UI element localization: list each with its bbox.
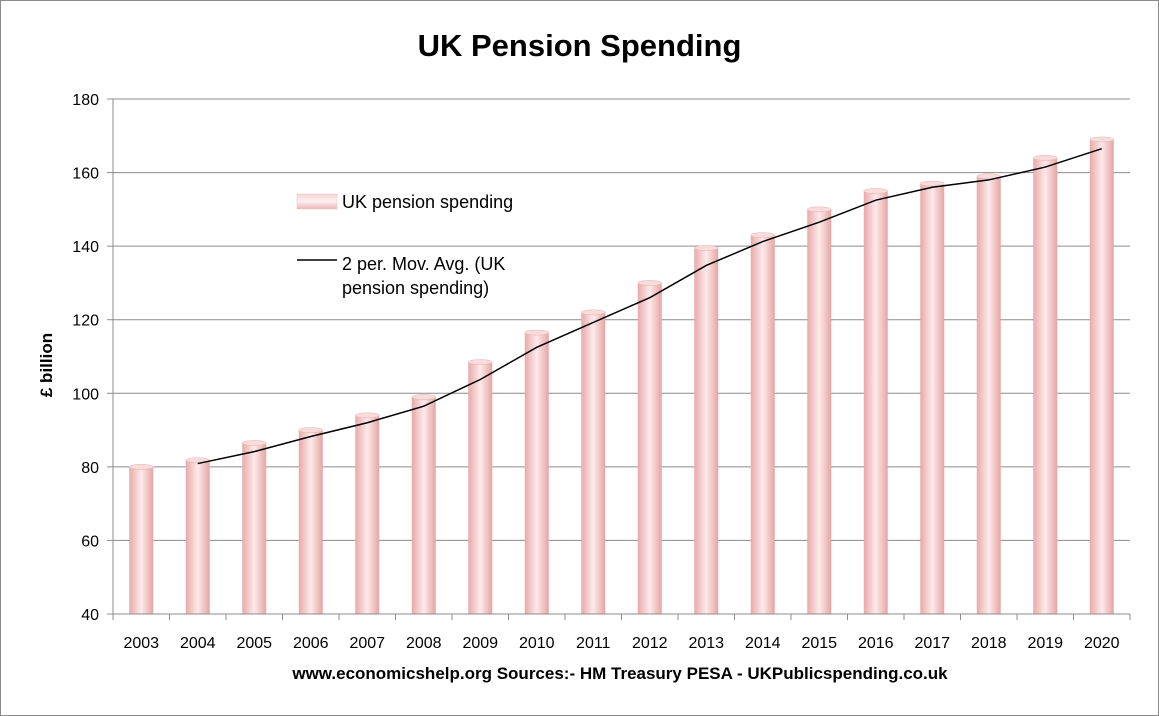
bar xyxy=(694,247,719,614)
y-tick-label: 160 xyxy=(72,166,99,183)
bar xyxy=(129,466,154,614)
legend-label-line: 2 per. Mov. Avg. (UK pension spending) xyxy=(342,254,505,298)
bar xyxy=(807,209,832,614)
bar-cap xyxy=(129,464,154,470)
x-tick-label: 2015 xyxy=(801,635,837,652)
y-tick-label: 80 xyxy=(81,460,99,477)
bar-cap xyxy=(863,188,888,194)
axes: 40 60 80 100 120 140 160 180 2003 2004 2005 2006 200… xyxy=(72,92,1131,652)
bar-cap xyxy=(920,180,945,187)
legend-label-bar: UK pension spending xyxy=(342,192,513,212)
bar-cap xyxy=(242,440,267,446)
bar xyxy=(468,362,493,614)
bar xyxy=(524,332,549,614)
x-tick-label: 2010 xyxy=(519,635,555,652)
bar xyxy=(750,235,775,614)
bar-cap xyxy=(807,206,832,213)
bar xyxy=(411,396,436,614)
x-tick-label: 2016 xyxy=(858,635,894,652)
bar xyxy=(863,190,888,614)
legend: UK pension spending 2 per. Mov. Avg. (UK… xyxy=(296,192,513,298)
x-tick-label: 2019 xyxy=(1027,635,1063,652)
bar xyxy=(355,415,380,614)
bar-cap xyxy=(976,173,1001,179)
y-tick-label: 120 xyxy=(72,313,99,330)
y-tick-label: 60 xyxy=(81,533,99,550)
bar xyxy=(242,442,267,614)
bar-cap xyxy=(581,309,606,316)
bar-cap xyxy=(750,232,775,238)
y-tick-label: 180 xyxy=(72,92,99,109)
x-tick-label: 2008 xyxy=(406,635,442,652)
x-tick-label: 2006 xyxy=(293,635,329,652)
bar-cap xyxy=(1033,155,1058,161)
bar xyxy=(1089,139,1114,614)
moving-average-series xyxy=(197,147,1102,465)
x-tick-label: 2014 xyxy=(745,635,781,652)
x-tick-label: 2018 xyxy=(971,635,1007,652)
bar xyxy=(637,282,662,614)
moving-average-line xyxy=(197,147,1102,465)
bar-cap xyxy=(637,280,662,286)
x-tick-label: 2004 xyxy=(180,635,216,652)
bar-cap xyxy=(355,412,380,419)
bar-series xyxy=(129,136,1114,614)
y-tick-label: 140 xyxy=(72,239,99,256)
x-tick-label: 2017 xyxy=(914,635,950,652)
x-tick-label: 2003 xyxy=(123,635,159,652)
bar xyxy=(298,430,323,614)
bar-cap xyxy=(694,245,719,251)
bar-cap xyxy=(468,359,493,365)
y-tick-label: 100 xyxy=(72,386,99,403)
x-tick-label: 2013 xyxy=(688,635,724,652)
bar xyxy=(185,460,210,614)
x-tick-label: 2011 xyxy=(576,635,611,652)
bar-cap xyxy=(1089,136,1114,143)
x-tick-label: 2007 xyxy=(349,635,385,652)
legend-swatch-bar xyxy=(296,193,338,210)
bar-cap xyxy=(298,427,323,433)
chart-title: UK Pension Spending xyxy=(417,28,742,63)
bar xyxy=(1033,157,1058,614)
bar-cap xyxy=(524,329,549,336)
bar xyxy=(976,176,1001,614)
x-tick-label: 2009 xyxy=(462,635,498,652)
bar-cap xyxy=(185,457,210,463)
x-tick-label: 2005 xyxy=(236,635,272,652)
bar-cap xyxy=(411,394,436,400)
y-tick-label: 40 xyxy=(81,607,99,624)
x-tick-label: 2012 xyxy=(632,635,668,652)
bar xyxy=(581,312,606,614)
bar xyxy=(920,183,945,614)
x-tick-label: 2020 xyxy=(1084,635,1120,652)
x-axis-label: www.economicshelp.org Sources:- HM Treas… xyxy=(292,664,948,683)
